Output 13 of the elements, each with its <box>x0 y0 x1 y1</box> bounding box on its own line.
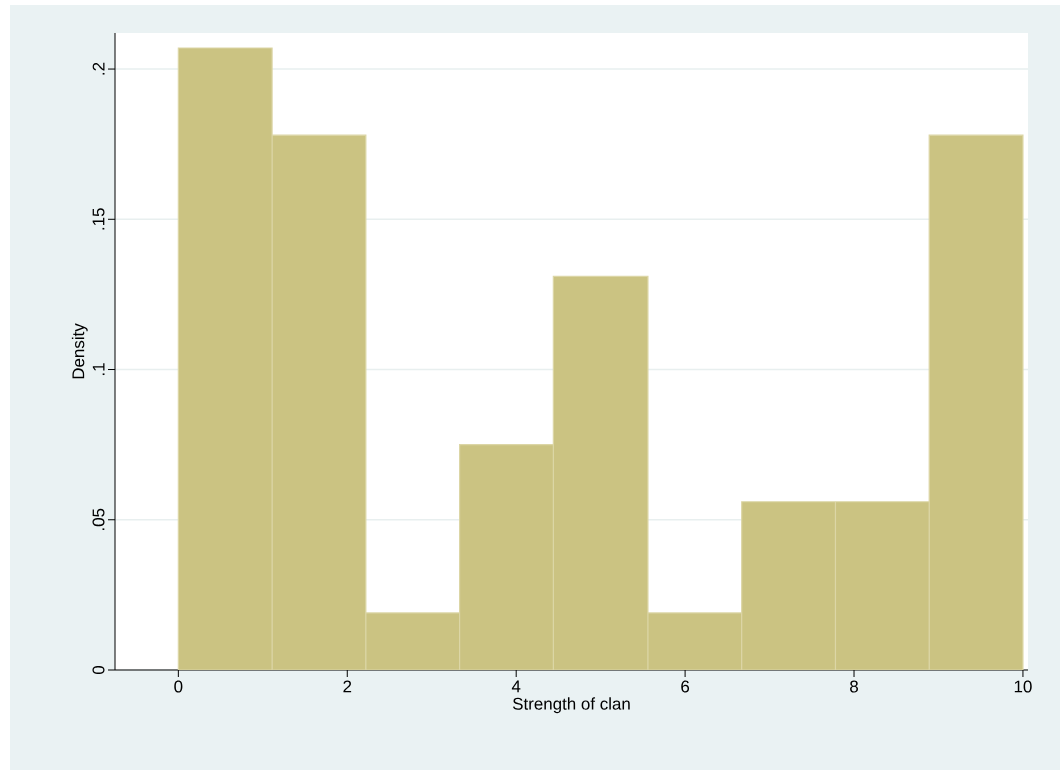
x-tick-label: 4 <box>511 680 521 693</box>
x-tick-label: 10 <box>1014 680 1032 693</box>
y-tick-label: .15 <box>92 208 105 230</box>
x-axis-title: Strength of clan <box>512 697 630 714</box>
y-axis-title: Density <box>71 323 88 379</box>
y-tick-label: .2 <box>92 62 105 75</box>
x-tick-label: 2 <box>343 680 352 693</box>
x-tick-label: 0 <box>174 680 183 693</box>
y-tick-label: 0 <box>92 665 105 675</box>
x-tick-label: 6 <box>681 680 690 693</box>
x-tick-label: 8 <box>850 680 858 693</box>
y-tick-label: .05 <box>92 508 105 530</box>
y-tick-label: .1 <box>92 363 105 376</box>
